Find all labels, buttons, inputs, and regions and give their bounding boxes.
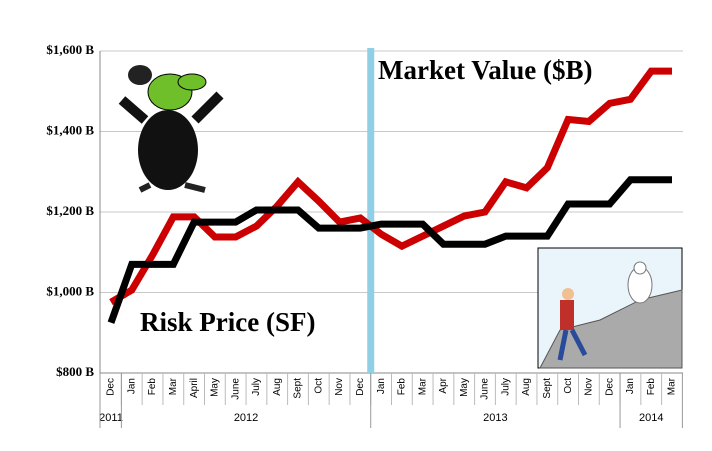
series-annotation: Market Value ($B)	[378, 55, 592, 85]
x-tick-label: Oct	[313, 378, 324, 394]
year-label: 2011	[99, 412, 123, 424]
x-tick-label: Jan	[376, 378, 387, 394]
x-tick-label: Sept	[293, 378, 304, 399]
x-tick-label: Dec	[106, 378, 117, 396]
series-annotation: Risk Price (SF)	[140, 307, 315, 337]
series-line	[107, 176, 672, 324]
axes: $800 B $1,000 B $1,200 B $1,400 B $1,600 B De…	[46, 42, 683, 428]
x-tick-label: June	[480, 378, 491, 400]
x-tick-label: Feb	[397, 378, 408, 396]
x-tick-label: Dec	[355, 378, 366, 396]
year-label: 2012	[234, 412, 258, 424]
y-tick-label: $1,400 B	[46, 122, 94, 137]
year-label: 2013	[483, 412, 507, 424]
y-tick-label: $1,600 B	[46, 42, 94, 57]
x-tick-label: Sept	[542, 378, 553, 399]
x-tick-label: Feb	[147, 378, 158, 396]
x-tick-label: Nov	[584, 378, 595, 396]
x-tick-label: Nov	[334, 378, 345, 396]
x-tick-label: Aug	[521, 378, 532, 396]
y-tick-label: $800 B	[56, 364, 94, 379]
cartoon-witch	[118, 65, 224, 193]
x-tick-label: July	[251, 378, 262, 396]
series-line	[109, 67, 672, 306]
x-tick-label: Mar	[417, 377, 428, 395]
x-tick-label: Jan	[625, 378, 636, 394]
cartoon-hiker	[537, 247, 683, 369]
x-tick-label: Feb	[646, 378, 657, 396]
x-tick-label: June	[230, 378, 241, 400]
y-tick-label: $1,200 B	[46, 203, 94, 218]
x-tick-label: Oct	[563, 378, 574, 394]
x-tick-label: Dec	[604, 378, 615, 396]
x-tick-label: May	[459, 378, 470, 397]
x-tick-label: July	[500, 378, 511, 396]
x-tick-label: April	[189, 378, 200, 398]
year-label: 2014	[639, 412, 663, 424]
x-tick-label: Apr	[438, 377, 449, 393]
x-tick-label: Jan	[126, 378, 137, 394]
y-tick-label: $1,000 B	[46, 283, 94, 298]
x-tick-label: May	[210, 378, 221, 397]
x-tick-label: Mar	[667, 377, 678, 395]
x-tick-label: Mar	[168, 377, 179, 395]
x-tick-label: Aug	[272, 378, 283, 396]
